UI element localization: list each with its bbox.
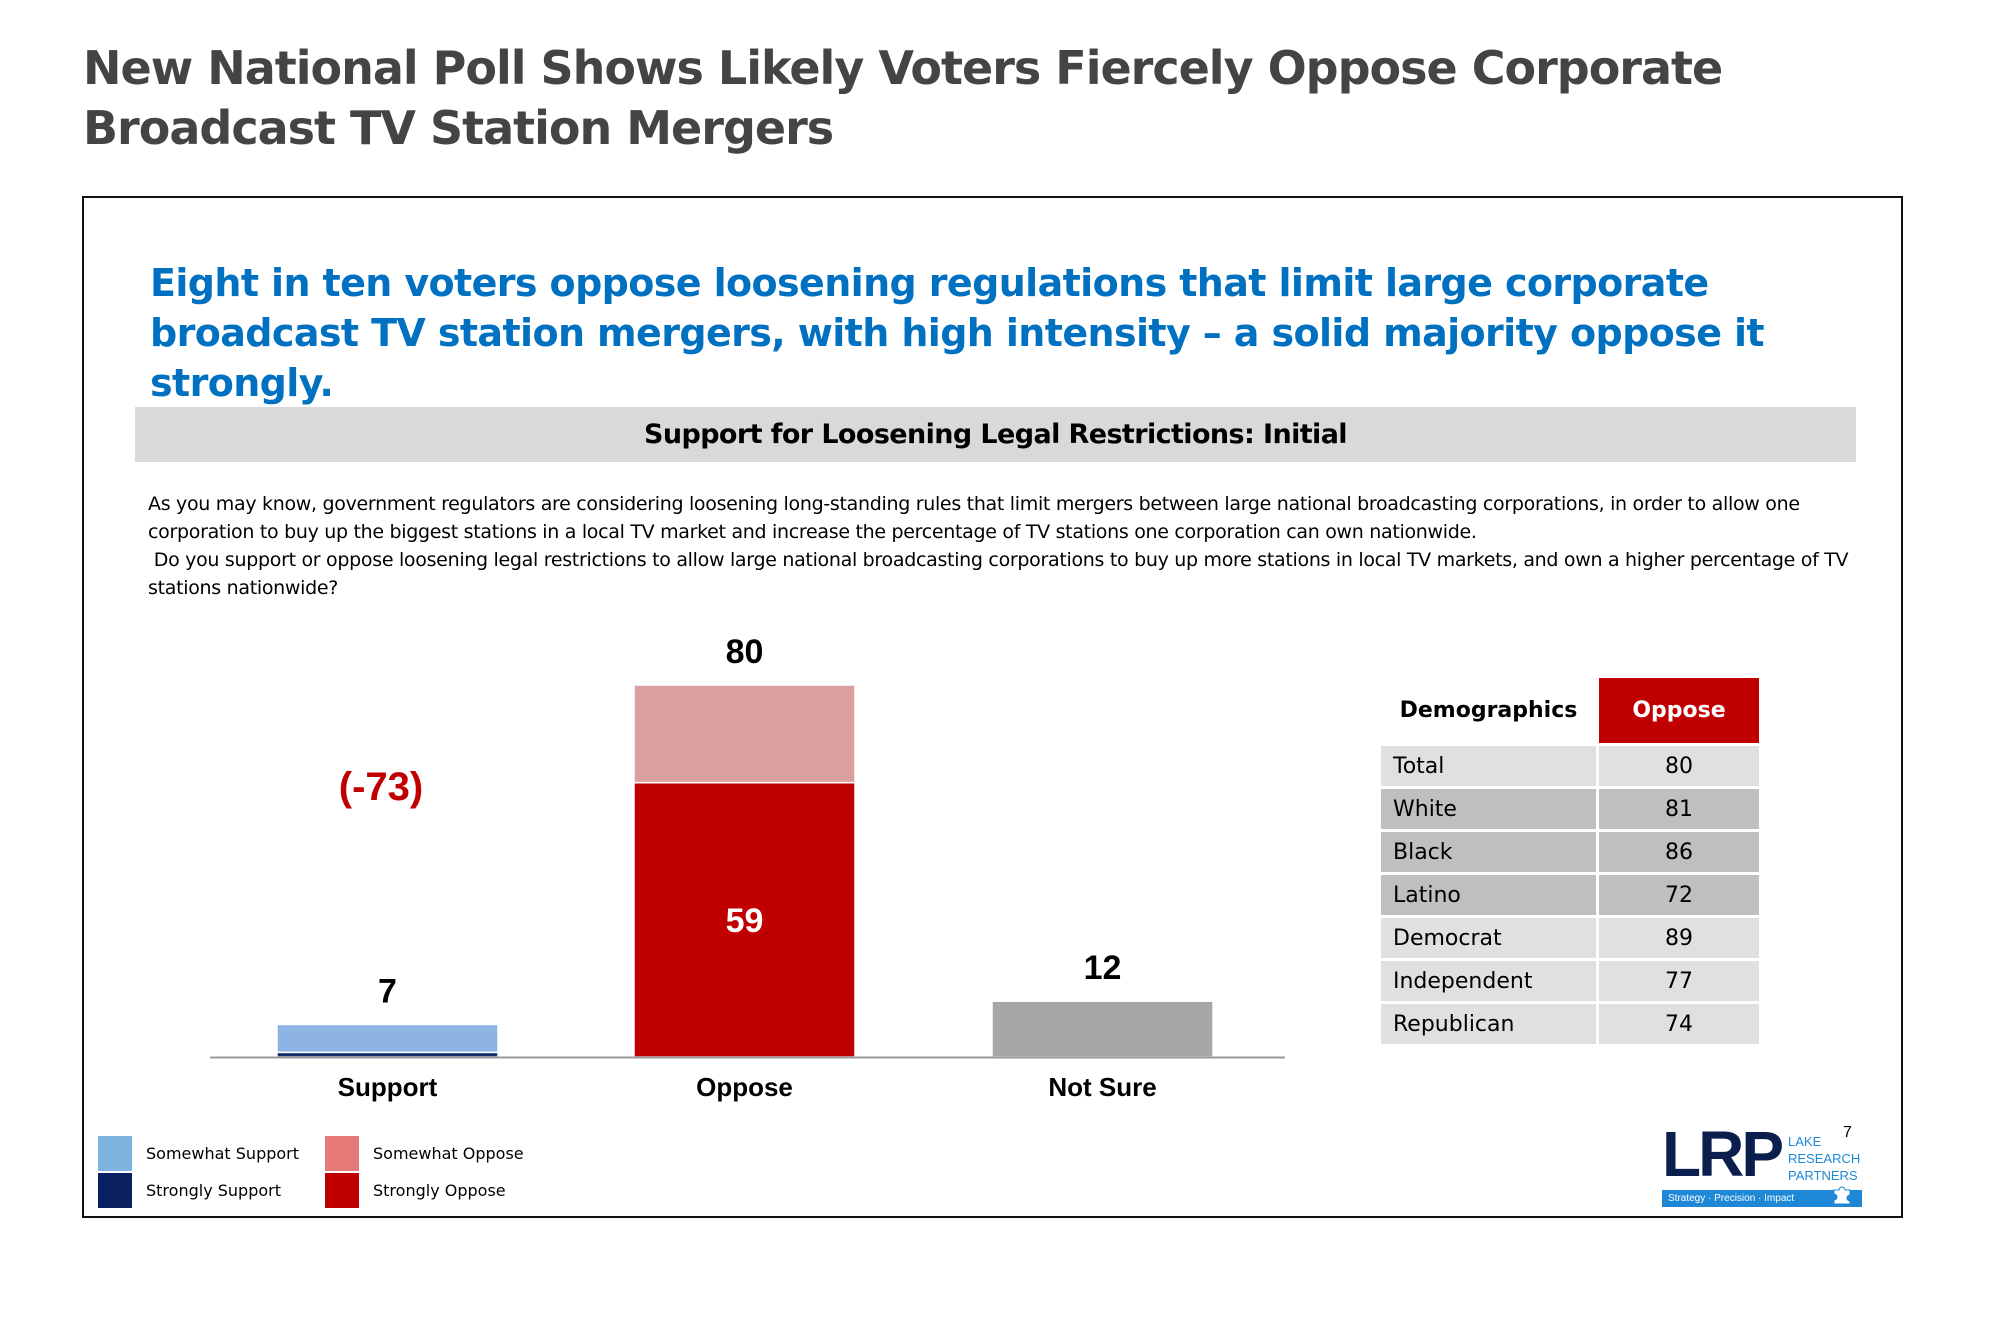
question-preamble: As you may know, government regulators a… — [148, 493, 1800, 543]
logo-word: LAKE — [1788, 1134, 1822, 1149]
table-row: Total 80 — [1381, 746, 1759, 786]
table-row: Black 86 — [1381, 832, 1759, 872]
survey-question: As you may know, government regulators a… — [148, 490, 1873, 602]
demographic-label: Democrat — [1381, 918, 1596, 958]
slide-frame — [82, 196, 1903, 1218]
legend-label: Strongly Support — [146, 1181, 281, 1200]
logo-word: PARTNERS — [1788, 1168, 1858, 1183]
table-header-oppose: Oppose — [1599, 678, 1759, 743]
table-row: Democrat 89 — [1381, 918, 1759, 958]
demographic-label: Republican — [1381, 1004, 1596, 1044]
table-body: Total 80 White 81 Black 86 Latino 72 Democrat 89 I… — [1381, 746, 1759, 1044]
lrp-logo: LRP LAKE RESEARCH PARTNERS Strategy · Pr… — [1662, 1122, 1872, 1210]
legend-swatch — [325, 1173, 359, 1208]
oppose-value: 89 — [1599, 918, 1759, 958]
page-title: New National Poll Shows Likely Voters Fi… — [83, 41, 1723, 155]
oppose-value: 81 — [1599, 789, 1759, 829]
demographic-label: Independent — [1381, 961, 1596, 1001]
demographics-table: Demographics Oppose Total 80 White 81 Black 8… — [1378, 675, 1762, 1047]
oppose-value: 72 — [1599, 875, 1759, 915]
table-header-demographics: Demographics — [1381, 678, 1596, 743]
legend-label: Strongly Oppose — [373, 1181, 506, 1200]
legend-swatch — [98, 1173, 132, 1208]
table-row: Republican 74 — [1381, 1004, 1759, 1044]
oppose-value: 86 — [1599, 832, 1759, 872]
table-row: Independent 77 — [1381, 961, 1759, 1001]
demographic-label: Total — [1381, 746, 1596, 786]
legend-label: Somewhat Support — [146, 1144, 300, 1163]
logo-wordmark: LAKE RESEARCH PARTNERS — [1788, 1133, 1860, 1184]
demographic-label: White — [1381, 789, 1596, 829]
legend-swatch — [325, 1136, 359, 1171]
legend-label: Somewhat Oppose — [373, 1144, 524, 1163]
chart-header-bar: Support for Loosening Legal Restrictions… — [135, 407, 1856, 462]
legend-swatch — [98, 1136, 132, 1171]
demographic-label: Black — [1381, 832, 1596, 872]
oppose-value: 74 — [1599, 1004, 1759, 1044]
legend-item-somewhat-support: Somewhat Support — [98, 1136, 299, 1171]
legend-item-strongly-oppose: Strongly Oppose — [325, 1173, 506, 1208]
legend-item-somewhat-oppose: Somewhat Oppose — [325, 1136, 524, 1171]
legend-item-strongly-support: Strongly Support — [98, 1173, 281, 1208]
oppose-value: 77 — [1599, 961, 1759, 1001]
slide-headline: Eight in ten voters oppose loosening reg… — [150, 261, 1765, 405]
logo-word: RESEARCH — [1788, 1151, 1861, 1166]
chart-title: Support for Loosening Legal Restrictions… — [644, 419, 1348, 450]
demographic-label: Latino — [1381, 875, 1596, 915]
question-text: Do you support or oppose loosening legal… — [148, 549, 1855, 599]
puzzle-piece-icon — [1830, 1182, 1854, 1206]
logo-tagline: Strategy · Precision · Impact — [1662, 1190, 1862, 1207]
oppose-value: 80 — [1599, 746, 1759, 786]
logo-mark: LRP — [1662, 1118, 1784, 1190]
table-row: White 81 — [1381, 789, 1759, 829]
page-number: 7 — [1843, 1124, 1852, 1141]
table-row: Latino 72 — [1381, 875, 1759, 915]
